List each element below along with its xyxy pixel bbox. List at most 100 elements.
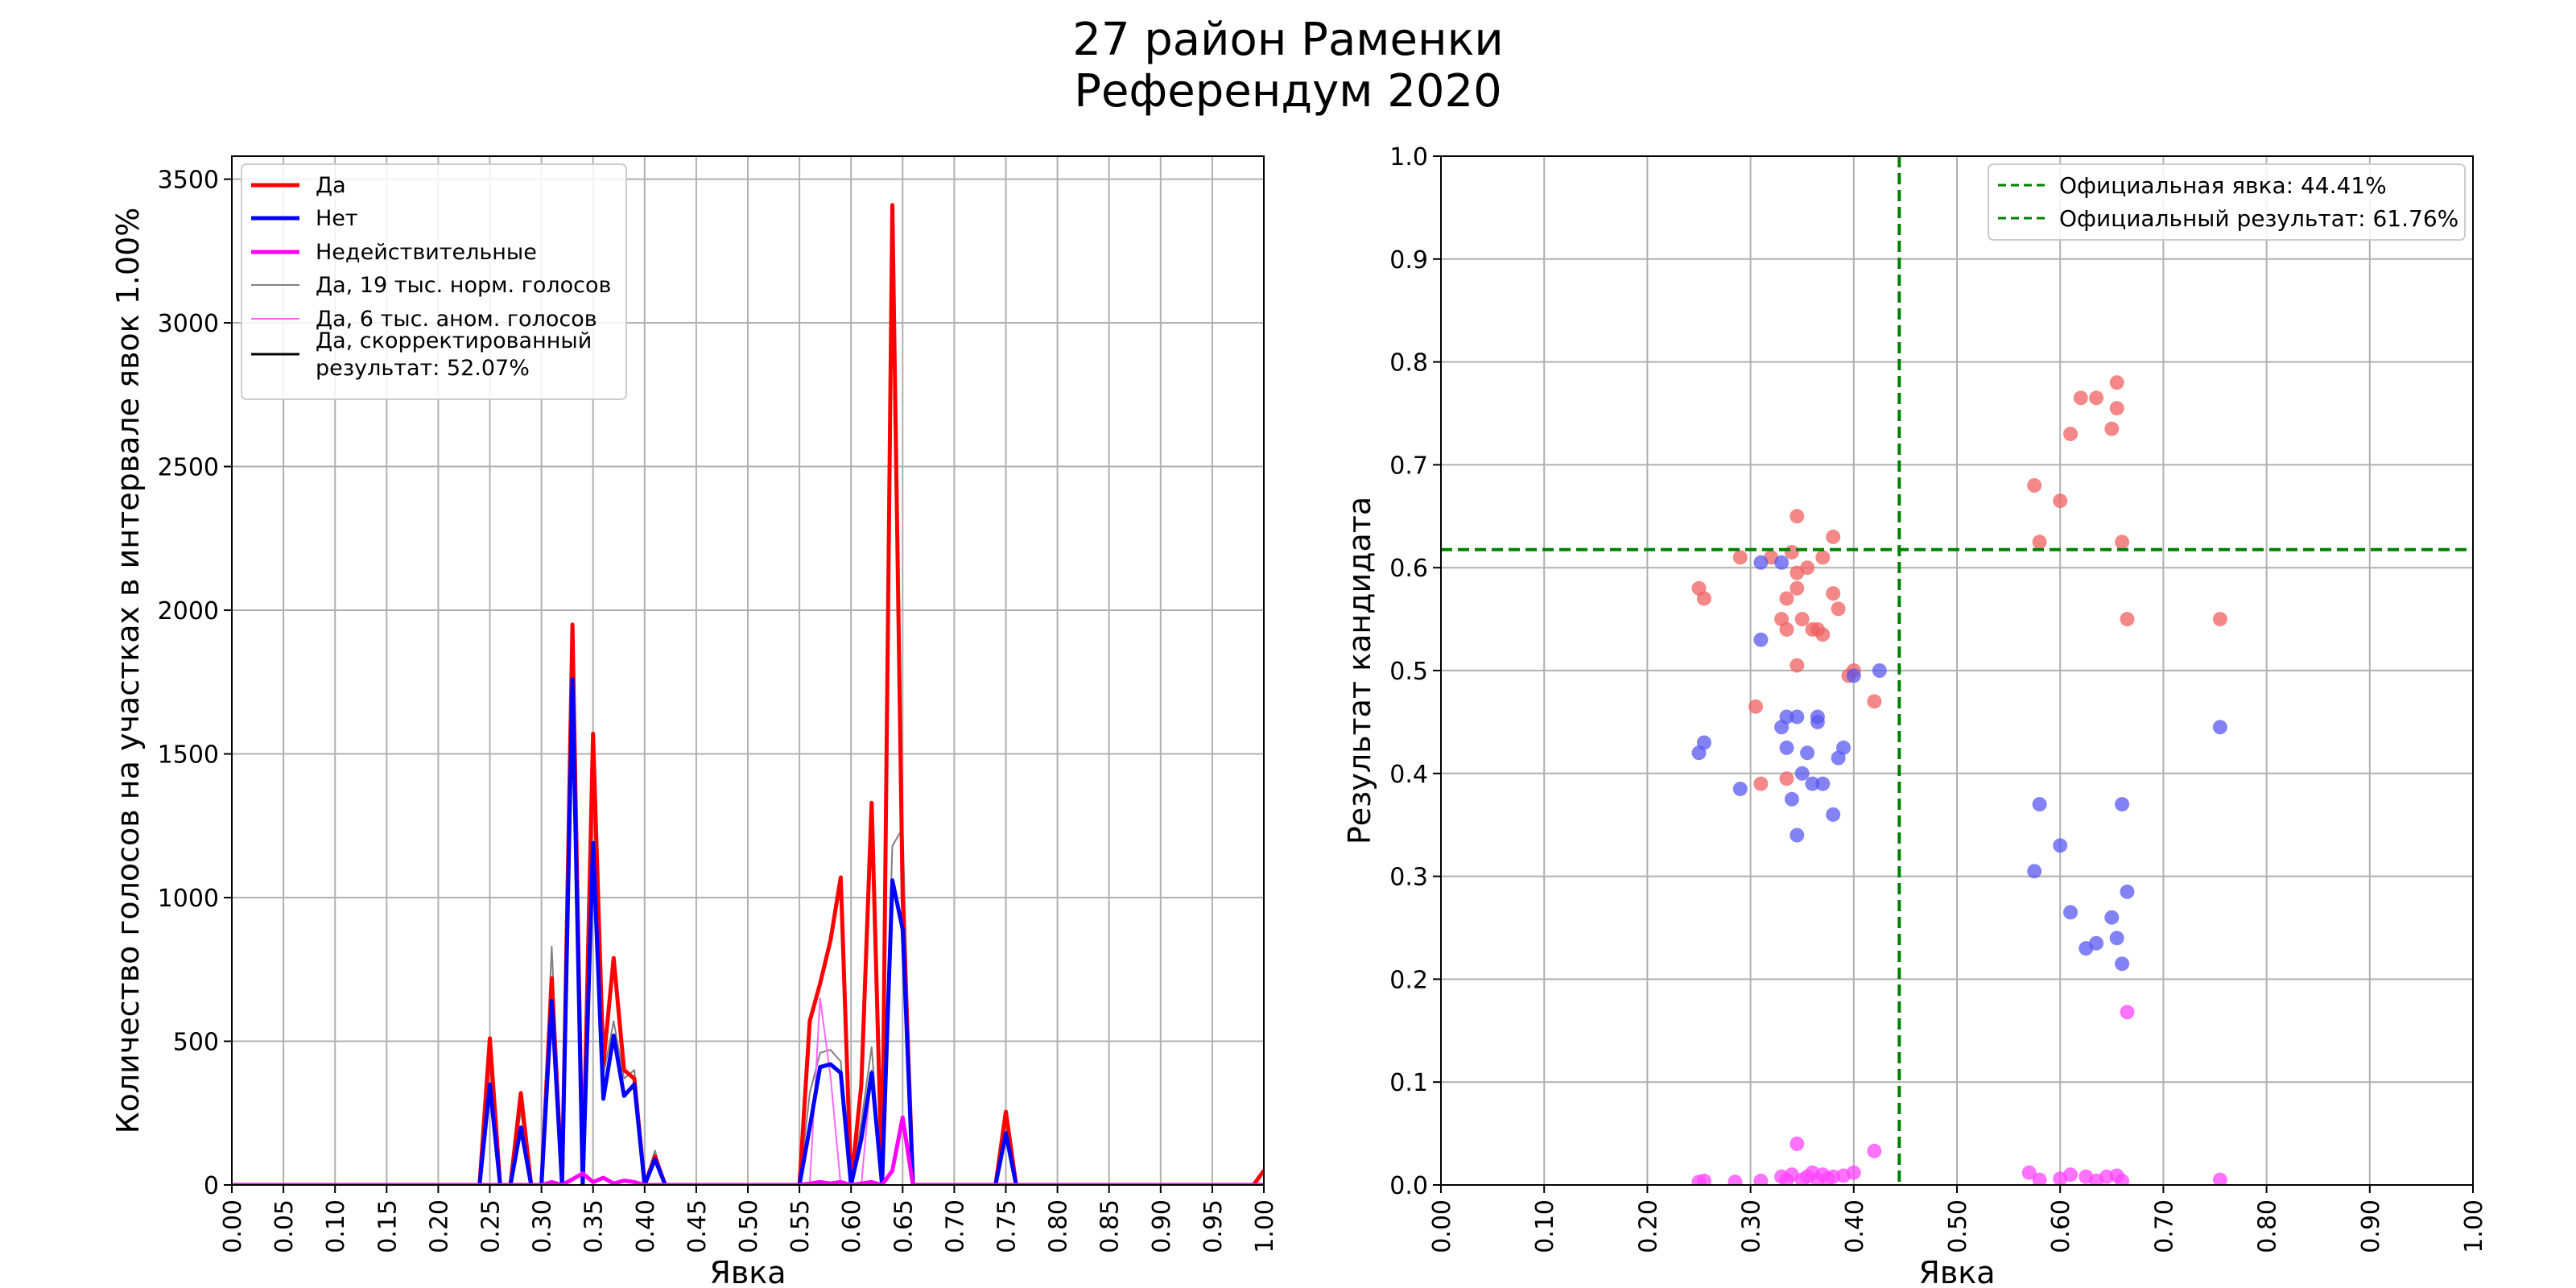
scatter-point	[1790, 658, 1805, 673]
legend-label: Да, 19 тыс. норм. голосов	[316, 273, 611, 298]
scatter-point	[1748, 699, 1763, 714]
left-x-tick-label: 0.20	[425, 1199, 453, 1253]
left-x-tick-label: 0.90	[1148, 1199, 1176, 1253]
right-y-tick-label: 0.3	[1389, 864, 1428, 892]
scatter-point	[1800, 745, 1815, 761]
scatter-point	[1784, 791, 1799, 807]
chart-title-line-2: Референдум 2020	[1074, 65, 1502, 118]
right-x-axis-label: Явка	[1918, 1255, 1995, 1288]
scatter-point	[1779, 740, 1794, 755]
scatter-point	[2053, 838, 2068, 853]
right-y-tick-label: 0.1	[1389, 1069, 1428, 1097]
right-y-tick-label: 0.2	[1389, 966, 1428, 994]
scatter-point	[1696, 735, 1711, 750]
right-x-tick-label: 0.80	[2254, 1199, 2282, 1253]
left-plot-frame	[231, 155, 1265, 1186]
right-x-tick-label: 0.10	[1531, 1199, 1559, 1253]
right-x-tick-label: 1.00	[2460, 1199, 2488, 1253]
scatter-point	[1846, 1165, 1861, 1180]
scatter-point	[2032, 1172, 2047, 1185]
left-series-line	[232, 677, 1264, 1185]
legend-label: Официальная явка: 44.41%	[2059, 172, 2387, 199]
scatter-point	[1753, 632, 1769, 647]
scatter-point	[1794, 612, 1810, 627]
scatter-point	[2109, 401, 2124, 416]
scatter-point	[1753, 555, 1769, 570]
right-x-tick-label: 0.70	[2150, 1199, 2178, 1253]
right-y-tick-label: 0.6	[1389, 555, 1428, 583]
scatter-point	[2063, 427, 2078, 442]
right-y-tick-label: 0.9	[1389, 246, 1428, 275]
scatter-point	[1753, 1173, 1769, 1185]
legend-label: Да, скорректированный	[316, 328, 592, 353]
scatter-point	[2115, 797, 2130, 812]
left-x-tick-label: 0.70	[941, 1199, 969, 1253]
left-x-tick-label: 0.45	[683, 1199, 712, 1253]
scatter-point	[2027, 478, 2042, 493]
scatter-point	[2115, 1173, 2130, 1185]
right-y-tick-label: 0.0	[1389, 1172, 1428, 1200]
scatter-point	[2109, 375, 2124, 390]
scatter-point	[1872, 663, 1887, 678]
left-x-tick-label: 0.30	[529, 1199, 557, 1253]
scatter-point	[1810, 714, 1825, 729]
left-x-tick-label: 0.10	[322, 1199, 350, 1253]
scatter-point	[1826, 586, 1841, 601]
scatter-point	[1867, 694, 1882, 709]
right-y-tick-label: 0.5	[1389, 658, 1428, 686]
scatter-point	[2115, 535, 2130, 550]
left-x-tick-label: 0.00	[219, 1199, 247, 1253]
right-y-tick-label: 0.7	[1389, 452, 1428, 480]
scatter-point	[2063, 1167, 2078, 1183]
right-x-tick-label: 0.30	[1738, 1199, 1766, 1253]
chart-title-line-1: 27 район Раменки	[1072, 14, 1504, 66]
left-y-tick-label: 500	[173, 1029, 219, 1057]
left-x-tick-label: 0.95	[1199, 1199, 1228, 1253]
right-x-tick-label: 0.20	[1634, 1199, 1662, 1253]
scatter-point	[1728, 1174, 1743, 1185]
scatter-point	[1790, 1136, 1805, 1151]
left-x-tick-label: 0.50	[735, 1199, 763, 1253]
scatter-point	[1753, 776, 1769, 791]
left-x-tick-label: 0.80	[1045, 1199, 1073, 1253]
left-x-tick-label: 0.25	[477, 1199, 506, 1253]
scatter-point	[1790, 709, 1805, 724]
left-plot-area	[232, 203, 1264, 1185]
scatter-point	[1779, 621, 1794, 637]
scatter-point	[1784, 545, 1799, 559]
scatter-point	[1867, 1143, 1882, 1158]
legend-label: Официальный результат: 61.76%	[2059, 205, 2458, 232]
legend-label: Да	[316, 173, 346, 198]
scatter-point	[2021, 1165, 2037, 1180]
left-x-tick-label: 0.85	[1096, 1199, 1125, 1253]
scatter-point	[2120, 612, 2135, 627]
left-x-tick-label: 0.05	[270, 1199, 299, 1253]
scatter-point	[2104, 910, 2120, 925]
scatter-point	[1815, 550, 1831, 565]
scatter-point	[1779, 591, 1794, 606]
left-y-tick-label: 1000	[158, 885, 219, 913]
left-x-axis-label: Явка	[709, 1255, 786, 1288]
scatter-point	[2120, 1005, 2135, 1020]
scatter-point	[2027, 864, 2042, 879]
left-y-tick-label: 3000	[158, 310, 219, 338]
right-plot-area	[1441, 156, 2473, 1185]
scatter-point	[1696, 1173, 1711, 1185]
scatter-point	[2212, 720, 2227, 735]
scatter-point	[1732, 550, 1748, 565]
scatter-point	[1790, 509, 1805, 524]
left-x-tick-label: 0.15	[374, 1199, 402, 1253]
scatter-point	[1805, 776, 1820, 791]
legend-label: результат: 52.07%	[316, 356, 530, 381]
legend-label: Да, 6 тыс. аном. голосов	[316, 307, 597, 332]
right-y-axis-label: Результат кандидата	[1342, 497, 1377, 844]
scatter-point	[2115, 956, 2130, 972]
right-legend-box	[1988, 163, 2466, 241]
scatter-point	[1800, 560, 1815, 576]
left-series-line	[232, 1115, 1264, 1185]
left-legend: Да Нет Недействительные Да, 19 тыс. норм. г…	[241, 163, 627, 400]
left-y-tick-label: 1500	[158, 741, 219, 770]
scatter-point	[1815, 776, 1831, 791]
scatter-point	[1790, 580, 1805, 596]
right-x-tick-label: 0.40	[1841, 1199, 1869, 1253]
